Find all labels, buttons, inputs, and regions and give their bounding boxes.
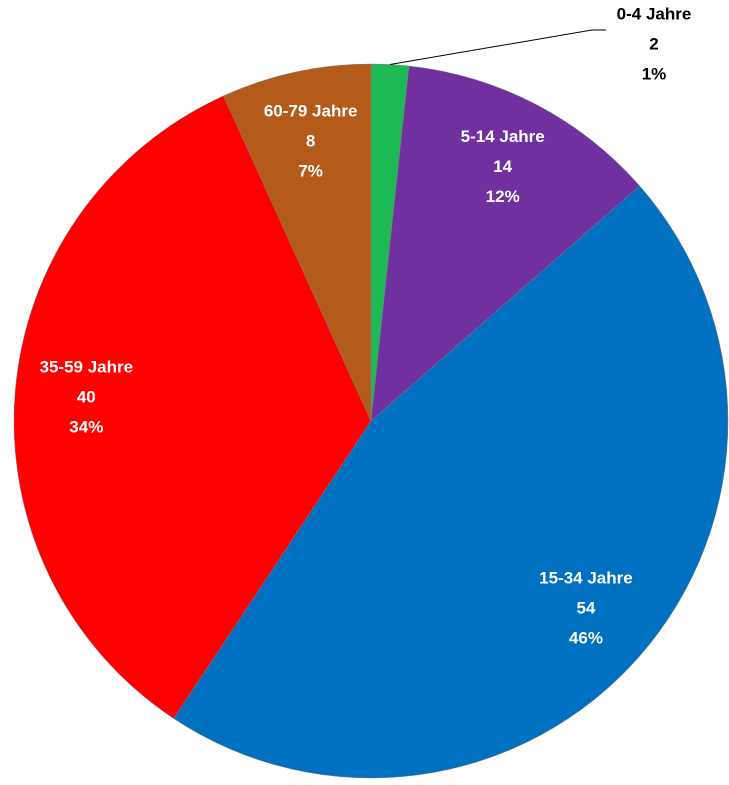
slice-label: 60-79 Jahre (264, 101, 358, 120)
value-label: 54 (576, 599, 595, 618)
value-label: 2 (649, 34, 658, 53)
slice-label: 35-59 Jahre (40, 358, 134, 377)
percent-label: 7% (298, 161, 323, 180)
percent-label: 46% (569, 629, 603, 648)
value-label: 40 (77, 388, 96, 407)
slice-label: 15-34 Jahre (539, 569, 633, 588)
pie-slice (173, 185, 729, 779)
slice-label: 0-4 Jahre (617, 4, 692, 23)
percent-label: 1% (642, 64, 667, 83)
pie-slice (370, 65, 641, 422)
percent-label: 12% (486, 187, 520, 206)
value-label: 8 (306, 131, 315, 150)
pie-slice (223, 63, 372, 422)
slice-label: 5-14 Jahre (461, 127, 545, 146)
pie-slice (13, 95, 372, 719)
value-label: 14 (493, 157, 512, 176)
percent-label: 34% (69, 418, 103, 437)
leader-line (389, 29, 606, 65)
